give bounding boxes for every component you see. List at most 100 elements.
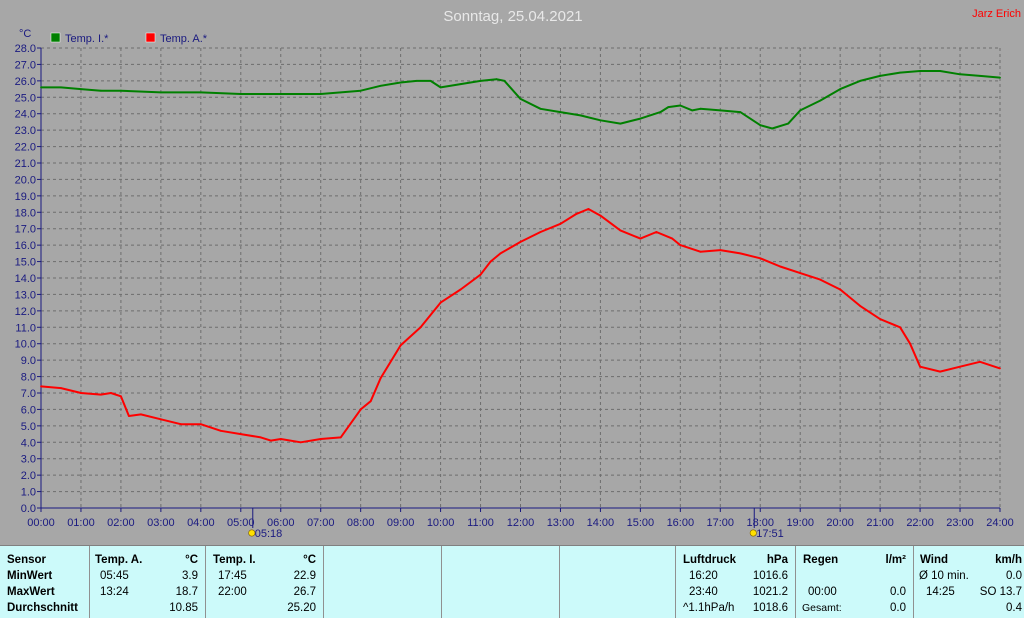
data-point xyxy=(839,288,842,291)
x-tick-label: 12:00 xyxy=(507,517,535,529)
data-point xyxy=(399,344,402,347)
data-point xyxy=(919,70,921,72)
empty-column-1 xyxy=(324,546,442,618)
data-point xyxy=(939,370,941,373)
x-tick-label: 18:00 xyxy=(746,517,774,529)
y-tick-label: 26.0 xyxy=(15,76,36,88)
grid xyxy=(40,47,1001,509)
x-tick-label: 17:00 xyxy=(707,517,735,529)
x-tick-label: 02:00 xyxy=(107,517,135,529)
wind-mean: 0.4 xyxy=(1006,602,1022,614)
data-point xyxy=(80,88,82,90)
data-point xyxy=(60,387,62,389)
data-point xyxy=(399,81,402,84)
x-tick-label: 21:00 xyxy=(866,517,894,529)
y-tick-label: 19.0 xyxy=(15,191,36,203)
data-point xyxy=(279,438,282,440)
x-tick-label: 22:00 xyxy=(906,517,934,529)
legend-label: Temp. A.* xyxy=(160,33,208,45)
temp-a-max: 18.7 xyxy=(175,586,198,598)
sunset-icon xyxy=(749,529,757,537)
data-point xyxy=(979,360,981,363)
rain-column: Regen l/m² 0.0 00:00 Gesamt: 0.0 xyxy=(796,546,914,618)
data-point xyxy=(459,288,462,291)
temp-i-unit: °C xyxy=(303,554,316,566)
data-point xyxy=(120,395,122,398)
y-tick-label: 12.0 xyxy=(15,306,36,318)
data-point xyxy=(559,111,562,113)
data-point xyxy=(691,109,694,112)
data-point xyxy=(80,392,82,394)
data-point xyxy=(619,122,622,125)
data-point xyxy=(519,241,522,243)
data-point xyxy=(859,305,861,307)
data-point xyxy=(639,237,642,240)
y-tick-label: 5.0 xyxy=(21,421,36,433)
rain-title: Regen xyxy=(803,554,839,566)
x-tick-label: 24:00 xyxy=(986,517,1014,529)
data-point xyxy=(180,423,182,426)
data-point xyxy=(479,273,482,276)
data-point xyxy=(919,365,921,368)
x-tick-label: 15:00 xyxy=(627,517,655,529)
data-point xyxy=(839,88,842,90)
data-point xyxy=(619,229,622,232)
temp-a-unit: °C xyxy=(185,554,198,566)
data-point xyxy=(429,80,432,82)
x-tick-label: 23:00 xyxy=(946,517,974,529)
data-point xyxy=(599,214,602,217)
y-tick-label: 10.0 xyxy=(15,339,36,351)
y-tick-label: 21.0 xyxy=(15,158,36,170)
y-axis-ticks: 0.0 1.0 2.0 3.0 4.0 5.0 6.0 7.0 8.0 9.0 10.0 11.0 12… xyxy=(15,43,41,515)
legend: Temp. I.* Temp. A.* xyxy=(50,32,208,45)
sensor-header: Sensor xyxy=(7,554,46,566)
pressure-column: Luftdruck hPa 16:20 1016.6 23:40 1021.2 … xyxy=(676,546,796,618)
wind-avg: 0.0 xyxy=(1006,570,1022,582)
y-tick-label: 15.0 xyxy=(15,257,36,269)
data-point xyxy=(959,365,961,368)
y-tick-label: 3.0 xyxy=(21,454,36,466)
data-point xyxy=(519,98,522,100)
data-point xyxy=(319,93,322,95)
data-point xyxy=(667,106,670,108)
data-point xyxy=(719,249,722,252)
legend-label: Temp. I.* xyxy=(65,33,109,45)
y-tick-label: 0.0 xyxy=(21,503,36,515)
data-point xyxy=(799,272,802,274)
empty-column-3 xyxy=(560,546,676,618)
data-point xyxy=(679,244,682,247)
data-point xyxy=(259,436,262,439)
x-tick-label: 14:00 xyxy=(587,517,615,529)
data-point xyxy=(160,91,162,94)
data-point xyxy=(671,237,674,240)
temp-a-column: Temp. A. °C 05:45 3.9 13:24 18.7 10.85 xyxy=(90,546,206,618)
chart-area: Sonntag, 25.04.2021 Jarz Erich °C Temp. … xyxy=(0,0,1024,545)
temp-i-min-time: 17:45 xyxy=(218,570,247,582)
series-lines xyxy=(40,70,1001,444)
x-tick-label: 04:00 xyxy=(187,517,215,529)
x-tick-label: 06:00 xyxy=(267,517,295,529)
legend-swatch xyxy=(145,32,156,43)
data-point xyxy=(575,213,578,215)
row-label-max: MaxWert xyxy=(7,586,55,598)
temp-a-max-time: 13:24 xyxy=(100,586,129,598)
data-point xyxy=(539,231,542,233)
row-label-avg: Durchschnitt xyxy=(7,602,78,614)
temp-i-title: Temp. I. xyxy=(213,554,256,566)
data-point xyxy=(40,385,42,388)
data-point xyxy=(599,119,602,122)
data-point xyxy=(909,342,911,345)
data-point xyxy=(339,91,342,94)
data-point xyxy=(359,408,362,411)
wind-max: SO 13.7 xyxy=(979,586,1022,598)
y-tick-label: 18.0 xyxy=(15,207,36,219)
rain-value-1: 0.0 xyxy=(890,586,906,598)
x-tick-label: 19:00 xyxy=(786,517,814,529)
data-point xyxy=(60,86,62,89)
data-point xyxy=(359,89,362,92)
statistics-panel: Sensor MinWert MaxWert Durchschnitt Temp… xyxy=(0,545,1024,618)
temp-i-min: 22.9 xyxy=(293,570,316,582)
data-point xyxy=(539,107,542,110)
data-point xyxy=(579,114,582,117)
data-point xyxy=(699,107,702,110)
